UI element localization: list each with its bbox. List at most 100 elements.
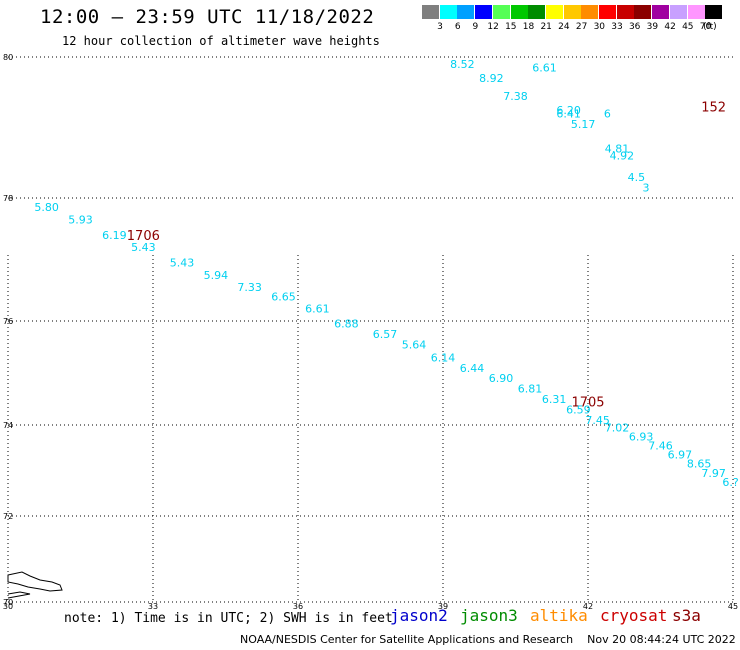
color-scale-label: 12 xyxy=(487,22,499,32)
swh-label: 7.33 xyxy=(237,281,262,294)
x-tick-label: 39 xyxy=(438,602,448,611)
swh-label: 6.41 xyxy=(556,107,581,120)
time-label: 1705 xyxy=(571,396,604,411)
swh-label: 4.81 xyxy=(605,143,630,156)
color-swatch xyxy=(599,5,616,19)
coastline xyxy=(7,591,31,599)
swh-label: 6.88 xyxy=(334,318,359,331)
y-tick-label: 72 xyxy=(3,512,13,521)
color-scale-label: 18 xyxy=(522,22,535,32)
color-swatch xyxy=(457,5,475,19)
color-scale-label: 21 xyxy=(540,22,552,32)
swh-label: 6.59 xyxy=(566,403,591,416)
swh-label: 5.43 xyxy=(170,257,195,270)
color-swatch xyxy=(563,5,581,19)
swh-label: 6.61 xyxy=(305,303,330,316)
credit-text: NOAA/NESDIS Center for Satellite Applica… xyxy=(240,633,574,646)
swh-label: 7.45 xyxy=(585,414,610,427)
legend-entry-cryosat: cryosat xyxy=(600,606,668,625)
swh-label: 6.14 xyxy=(431,351,456,364)
y-tick-label: 70 xyxy=(3,598,13,607)
color-swatch xyxy=(652,5,670,19)
color-scale-label: 70 xyxy=(699,22,712,32)
swh-label: 6.57 xyxy=(373,328,398,341)
color-scale-label: 27 xyxy=(575,22,588,32)
swh-label: 6.81 xyxy=(518,383,543,396)
swh-label: 8.65 xyxy=(687,458,712,471)
color-scale-label: 42 xyxy=(664,22,676,32)
swh-label: 5.64 xyxy=(402,338,427,351)
swh-label: 6.93 xyxy=(629,430,654,443)
color-scale-label: 9 xyxy=(472,22,479,32)
swh-label: 6.61 xyxy=(532,62,557,75)
x-tick-label: 45 xyxy=(728,602,738,611)
swh-label: 5.80 xyxy=(34,201,59,214)
color-scale-label: 30 xyxy=(593,22,606,32)
swh-label: 5.43 xyxy=(131,241,156,254)
swh-label: 4.92 xyxy=(610,150,635,163)
swh-label: 6.? xyxy=(722,476,738,489)
x-tick-label: 30 xyxy=(3,602,13,611)
color-scale-label: 45 xyxy=(682,22,694,32)
swh-label: 6.20 xyxy=(556,104,581,117)
swh-label: 7.38 xyxy=(503,90,528,103)
swh-label: 8.52 xyxy=(450,58,475,71)
x-tick-label: 36 xyxy=(293,602,303,611)
coastline xyxy=(7,571,63,592)
color-scale-label: 39 xyxy=(646,22,659,32)
swh-label: 6.65 xyxy=(271,290,296,303)
color-swatch xyxy=(687,5,705,19)
swh-label: 5.93 xyxy=(68,214,93,227)
color-swatch xyxy=(492,5,510,19)
swh-label: 5.17 xyxy=(571,118,596,131)
swh-label: 7.46 xyxy=(648,439,673,452)
time-label: 152 xyxy=(701,100,726,115)
legend-entry-jason2: jason2 xyxy=(390,606,448,625)
swh-label: 6.31 xyxy=(542,393,567,406)
swh-label: 6 xyxy=(604,107,611,120)
color-swatch xyxy=(439,5,457,19)
swh-label: 4.5 xyxy=(628,171,646,184)
swh-label: 8.92 xyxy=(479,72,504,85)
swh-label: 7.97 xyxy=(701,467,726,480)
timestamp: Nov 20 08:44:24 UTC 2022 xyxy=(587,633,736,646)
color-swatch xyxy=(545,5,563,19)
swh-label: 6.97 xyxy=(668,449,693,462)
color-swatch xyxy=(616,5,634,19)
color-swatch xyxy=(669,5,687,19)
time-label: 1706 xyxy=(127,229,160,244)
swh-label: 6.44 xyxy=(460,362,485,375)
legend-entry-altika: altika xyxy=(530,606,588,625)
y-tick-label: 74 xyxy=(3,421,13,430)
swh-label: 6.19 xyxy=(102,229,127,242)
credit-line: NOAA/NESDIS Center for Satellite Applica… xyxy=(240,633,736,646)
swh-label: 7.02 xyxy=(605,421,630,434)
color-scale-label: 3 xyxy=(437,22,443,32)
color-scale-label: 36 xyxy=(628,22,641,32)
color-scale-unit: (ft) xyxy=(703,22,717,32)
y-tick-label: 78 xyxy=(3,194,13,203)
color-swatch xyxy=(510,5,528,19)
page-title: 12:00 – 23:59 UTC 11/18/2022 xyxy=(40,6,375,28)
color-swatch xyxy=(634,5,652,19)
color-swatch xyxy=(475,5,493,19)
color-scale-label: 15 xyxy=(505,22,517,32)
x-tick-label: 33 xyxy=(148,602,158,611)
legend-entry-s3a: s3a xyxy=(672,606,701,625)
swh-label: 3 xyxy=(643,181,650,194)
color-scale-label: 6 xyxy=(454,22,461,32)
color-swatch xyxy=(581,5,599,19)
x-tick-label: 42 xyxy=(583,602,593,611)
color-scale-label: 24 xyxy=(558,22,570,32)
swh-label: 6.90 xyxy=(489,372,514,385)
color-swatch xyxy=(422,5,439,19)
legend-entry-jason3: jason3 xyxy=(460,606,518,625)
footer-note: note: 1) Time is in UTC; 2) SWH is in fe… xyxy=(64,611,393,626)
page-subtitle: 12 hour collection of altimeter wave hei… xyxy=(62,34,380,48)
color-swatch xyxy=(705,5,723,19)
color-swatch xyxy=(528,5,546,19)
y-tick-label: 76 xyxy=(3,317,13,326)
y-tick-label: 80 xyxy=(3,53,13,62)
swh-label: 5.94 xyxy=(204,269,229,282)
